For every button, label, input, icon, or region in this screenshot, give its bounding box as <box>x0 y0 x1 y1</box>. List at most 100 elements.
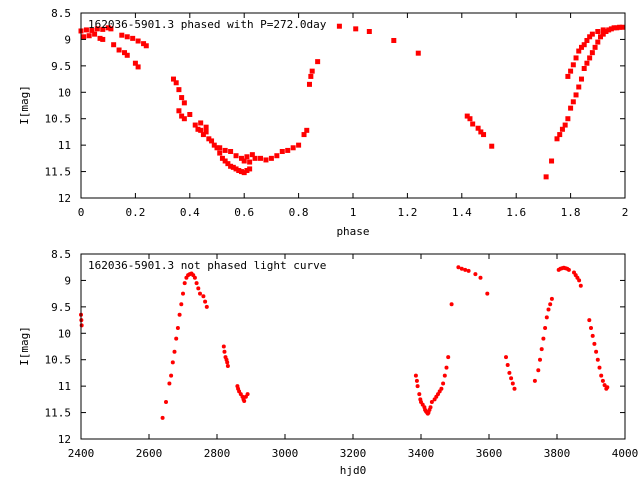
phased-data-point <box>203 124 209 130</box>
phased-y-tick-label: 11.5 <box>45 166 72 179</box>
phased-data-point <box>309 68 315 74</box>
unphased-data-point <box>539 347 544 352</box>
phased-data-point <box>573 55 579 61</box>
unphased-x-tick-label: 3600 <box>476 447 503 460</box>
phased-data-point <box>217 150 223 156</box>
phased-data-point <box>108 26 114 32</box>
phased-data-point <box>233 153 239 159</box>
phased-data-point <box>179 113 185 119</box>
unphased-data-point <box>449 302 454 307</box>
phased-y-tick-label: 8.5 <box>51 7 71 20</box>
unphased-data-point <box>225 364 230 369</box>
phased-data-point <box>111 42 117 48</box>
phased-data-point <box>481 132 487 138</box>
phased-data-point <box>206 136 212 142</box>
phased-data-point <box>614 25 620 31</box>
unphased-data-point <box>507 370 512 375</box>
phased-data-point <box>83 27 89 33</box>
phased-data-point <box>565 116 571 122</box>
phased-data-point <box>570 99 576 105</box>
phased-data-point <box>600 27 606 33</box>
phased-data-point <box>478 129 484 135</box>
phased-data-point <box>130 35 136 41</box>
unphased-data-point <box>466 268 471 273</box>
unphased-light-curve-panel: 2400 2600 2800 3000 3200 3400 3600 3800 4000 8.5 9… <box>18 248 638 477</box>
unphased-data-point <box>505 363 510 367</box>
phased-data-point <box>619 24 625 30</box>
unphased-data-point <box>181 291 185 296</box>
unphased-data-point <box>167 381 172 386</box>
phased-data-point <box>181 100 187 106</box>
unphased-data-point <box>485 291 490 296</box>
unphased-data-point <box>600 378 605 383</box>
phased-x-tick-label: 1.8 <box>561 206 581 219</box>
phased-x-tick-label: 1.6 <box>506 206 526 219</box>
phased-data-point <box>598 34 604 40</box>
phased-data-point <box>562 122 568 128</box>
phased-data-point <box>195 126 201 132</box>
unphased-data-point <box>413 373 418 378</box>
unphased-data-point <box>194 281 199 286</box>
unphased-data-point <box>221 344 226 349</box>
phased-data-point <box>606 27 612 33</box>
phased-data-point <box>304 127 310 133</box>
phased-data-point <box>470 121 476 127</box>
phased-data-point <box>244 168 250 174</box>
phased-data-point <box>230 164 236 170</box>
phased-data-point <box>198 120 204 126</box>
unphased-data-point <box>79 323 84 328</box>
unphased-data-point <box>439 386 444 391</box>
unphased-data-point <box>192 275 197 280</box>
phased-data-point <box>124 34 130 40</box>
unphased-data-point <box>204 304 209 309</box>
phased-data-point <box>587 55 593 61</box>
unphased-data-point <box>415 384 420 389</box>
phased-data-point <box>467 116 473 122</box>
phased-data-point <box>611 25 617 31</box>
phased-data-points <box>78 23 625 180</box>
phased-data-point <box>306 81 312 87</box>
phased-data-point <box>222 147 228 153</box>
phased-data-point <box>225 161 231 167</box>
phased-data-point <box>578 44 584 50</box>
phased-data-point <box>475 125 481 131</box>
unphased-data-point <box>245 392 250 397</box>
unphased-data-points <box>79 265 610 420</box>
unphased-x-tick-label: 2800 <box>204 447 231 460</box>
unphased-data-point <box>509 376 514 381</box>
unphased-data-point <box>442 373 447 378</box>
phased-y-tick-label: 10.5 <box>45 113 72 126</box>
phased-data-point <box>581 42 587 48</box>
phased-data-point <box>366 29 372 34</box>
phased-data-point <box>252 155 258 161</box>
phased-data-point <box>119 32 125 38</box>
phased-data-point <box>592 44 598 50</box>
unphased-data-point <box>242 398 247 403</box>
unphased-data-point <box>222 349 227 354</box>
phased-data-point <box>233 166 239 172</box>
phased-data-point <box>89 27 95 33</box>
unphased-data-point <box>414 378 419 383</box>
phased-data-point <box>214 145 220 151</box>
phased-x-tick-label: 1 <box>350 206 357 219</box>
unphased-y-tick-label: 10 <box>58 327 71 340</box>
phased-data-point <box>241 158 247 164</box>
phased-y-tick-label: 12 <box>58 192 71 205</box>
phased-x-tick-label: 1.4 <box>452 206 472 219</box>
phased-data-point <box>589 50 595 56</box>
unphased-y-tick-label: 8.5 <box>51 248 71 261</box>
phased-data-point <box>122 50 128 56</box>
phased-data-point <box>584 37 590 43</box>
phased-data-point <box>236 168 242 174</box>
phased-data-point <box>132 60 138 66</box>
phased-data-point <box>584 60 590 66</box>
phased-data-point <box>187 111 193 117</box>
phased-data-point <box>565 73 571 79</box>
phased-data-point <box>135 38 141 44</box>
phased-data-point <box>116 47 122 53</box>
unphased-data-point <box>174 336 179 341</box>
unphased-data-point <box>417 392 422 397</box>
unphased-y-tick-label: 11.5 <box>45 407 72 420</box>
unphased-data-point <box>541 336 546 341</box>
phased-data-point <box>258 155 264 161</box>
